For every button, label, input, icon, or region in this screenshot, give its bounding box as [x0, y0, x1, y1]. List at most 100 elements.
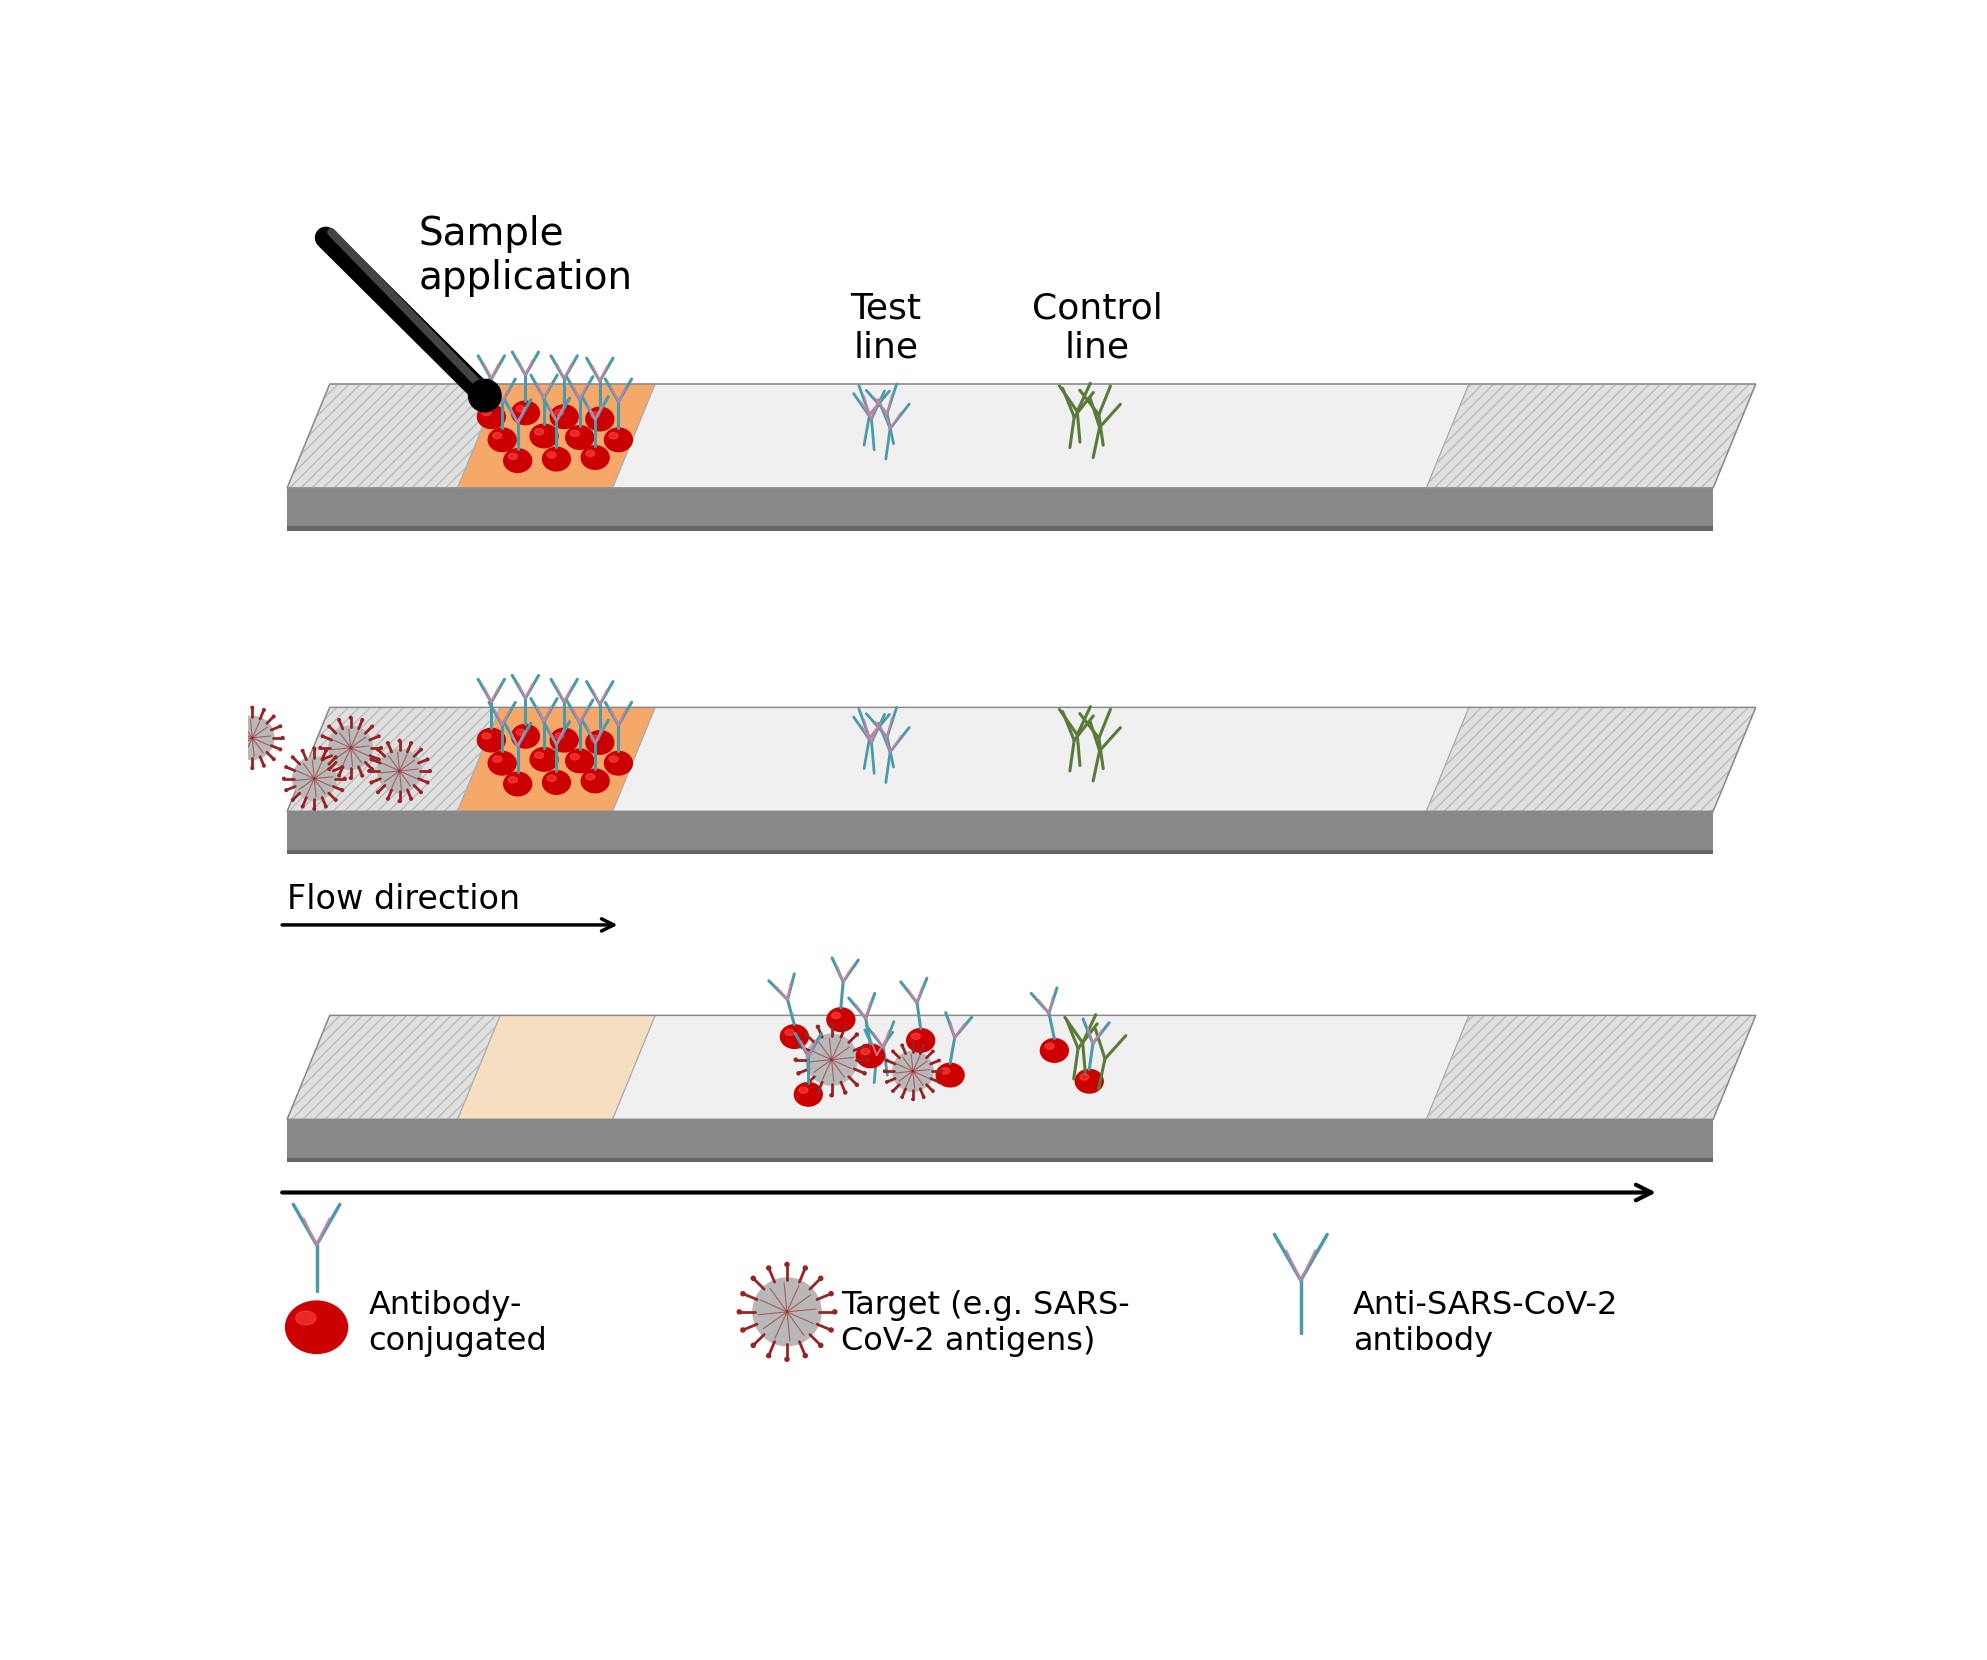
- Ellipse shape: [862, 1072, 866, 1074]
- Ellipse shape: [912, 1097, 914, 1101]
- Ellipse shape: [378, 759, 380, 760]
- Bar: [288, 1119, 1713, 1159]
- Ellipse shape: [753, 1278, 821, 1346]
- Ellipse shape: [324, 749, 328, 752]
- Ellipse shape: [483, 732, 491, 739]
- Ellipse shape: [342, 765, 344, 769]
- Ellipse shape: [854, 1033, 858, 1036]
- Text: Flow direction: Flow direction: [288, 883, 521, 916]
- Ellipse shape: [409, 797, 413, 800]
- Ellipse shape: [427, 759, 429, 760]
- Ellipse shape: [805, 1033, 809, 1036]
- Polygon shape: [1427, 707, 1757, 812]
- Ellipse shape: [932, 1051, 934, 1052]
- Ellipse shape: [278, 725, 282, 727]
- Ellipse shape: [427, 782, 429, 784]
- Ellipse shape: [250, 767, 254, 769]
- Ellipse shape: [554, 732, 564, 739]
- Ellipse shape: [590, 412, 600, 418]
- Ellipse shape: [797, 1044, 801, 1047]
- Ellipse shape: [535, 752, 544, 759]
- Ellipse shape: [862, 1044, 866, 1047]
- Ellipse shape: [338, 775, 340, 777]
- Ellipse shape: [586, 774, 594, 780]
- Ellipse shape: [582, 447, 610, 470]
- Ellipse shape: [292, 798, 294, 802]
- Ellipse shape: [900, 1096, 904, 1099]
- Text: Antibody-
conjugated: Antibody- conjugated: [368, 1290, 546, 1356]
- Text: Control
line: Control line: [1031, 292, 1162, 365]
- Ellipse shape: [378, 790, 380, 793]
- Ellipse shape: [302, 805, 304, 808]
- Ellipse shape: [586, 730, 614, 754]
- Ellipse shape: [803, 1353, 807, 1358]
- Ellipse shape: [590, 735, 600, 742]
- Ellipse shape: [1079, 1074, 1089, 1081]
- Ellipse shape: [409, 742, 413, 744]
- Ellipse shape: [370, 759, 374, 760]
- Ellipse shape: [312, 747, 316, 750]
- Polygon shape: [288, 1016, 501, 1119]
- Bar: [288, 1159, 1713, 1162]
- Bar: [288, 526, 1713, 531]
- Ellipse shape: [362, 719, 364, 720]
- Ellipse shape: [586, 407, 614, 432]
- Ellipse shape: [610, 755, 618, 762]
- Ellipse shape: [805, 1084, 809, 1086]
- Ellipse shape: [833, 1310, 837, 1313]
- Ellipse shape: [284, 765, 288, 769]
- Ellipse shape: [856, 1044, 884, 1067]
- Ellipse shape: [489, 752, 517, 775]
- Ellipse shape: [282, 777, 286, 780]
- Polygon shape: [612, 383, 1468, 488]
- Ellipse shape: [932, 1091, 934, 1092]
- Ellipse shape: [483, 410, 491, 415]
- Ellipse shape: [807, 1034, 856, 1086]
- Ellipse shape: [566, 425, 594, 450]
- Ellipse shape: [387, 742, 389, 744]
- Ellipse shape: [511, 402, 538, 425]
- Ellipse shape: [477, 729, 505, 752]
- Ellipse shape: [320, 747, 322, 749]
- Ellipse shape: [223, 725, 225, 727]
- Polygon shape: [457, 707, 656, 812]
- Ellipse shape: [292, 755, 294, 759]
- Ellipse shape: [542, 770, 570, 793]
- Ellipse shape: [262, 709, 264, 710]
- Ellipse shape: [278, 749, 282, 750]
- Ellipse shape: [785, 1262, 789, 1267]
- Ellipse shape: [229, 759, 232, 760]
- Text: Sample
application: Sample application: [419, 214, 634, 297]
- Ellipse shape: [312, 807, 316, 810]
- Ellipse shape: [767, 1353, 771, 1358]
- Ellipse shape: [741, 1328, 745, 1331]
- Ellipse shape: [546, 452, 556, 458]
- Ellipse shape: [741, 1291, 745, 1296]
- Bar: [288, 812, 1713, 850]
- Ellipse shape: [238, 709, 242, 710]
- Ellipse shape: [922, 1096, 924, 1099]
- Ellipse shape: [338, 719, 340, 720]
- Ellipse shape: [493, 755, 503, 762]
- Ellipse shape: [230, 715, 274, 759]
- Ellipse shape: [272, 759, 274, 760]
- Ellipse shape: [912, 1042, 914, 1044]
- Polygon shape: [612, 1016, 1468, 1119]
- Ellipse shape: [397, 739, 401, 742]
- Text: Test
line: Test line: [850, 292, 922, 365]
- Ellipse shape: [906, 1029, 934, 1052]
- Ellipse shape: [362, 775, 364, 777]
- Ellipse shape: [884, 1071, 886, 1072]
- Ellipse shape: [940, 1071, 942, 1072]
- Ellipse shape: [566, 749, 594, 772]
- Polygon shape: [457, 383, 656, 488]
- Ellipse shape: [477, 405, 505, 428]
- Ellipse shape: [767, 1267, 771, 1270]
- Ellipse shape: [554, 410, 564, 415]
- Ellipse shape: [372, 769, 374, 770]
- Polygon shape: [1427, 1016, 1757, 1119]
- Ellipse shape: [489, 428, 517, 452]
- Ellipse shape: [785, 1029, 795, 1036]
- Ellipse shape: [509, 453, 517, 460]
- Ellipse shape: [570, 430, 580, 437]
